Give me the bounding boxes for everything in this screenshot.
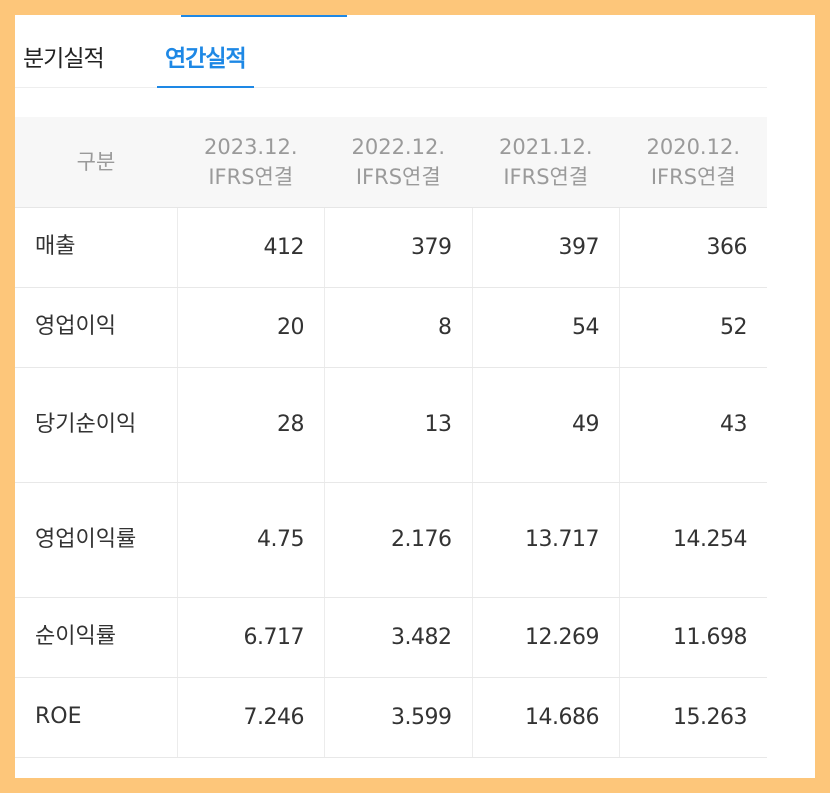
table-row: 당기순이익 28 13 49 43 — [15, 367, 767, 483]
table-cell: 412 — [176, 207, 325, 288]
column-basis: IFRS연결 — [503, 164, 589, 189]
financial-panel: 분기실적 연간실적 구분 2023.12. IFRS연결 2022.12. IF… — [15, 15, 815, 778]
table-cell: 397 — [471, 207, 620, 288]
row-label: 영업이익률 — [15, 482, 177, 598]
table-cell: 28 — [176, 367, 325, 483]
table-cell: 379 — [324, 207, 472, 288]
column-date: 2020.12. — [646, 134, 740, 159]
column-basis: IFRS연결 — [650, 164, 736, 189]
column-basis: IFRS연결 — [208, 164, 294, 189]
table-cell: 7.246 — [176, 677, 325, 758]
tab-quarterly[interactable]: 분기실적 — [23, 46, 105, 72]
corner-header: 구분 — [15, 117, 177, 208]
table-cell: 8 — [324, 287, 472, 368]
table-cell: 3.599 — [324, 677, 472, 758]
table-row: ROE 7.246 3.599 14.686 15.263 — [15, 677, 767, 758]
table-cell: 12.269 — [471, 597, 620, 678]
column-header: 2022.12. IFRS연결 — [324, 117, 472, 208]
table-row: 매출 412 379 397 366 — [15, 207, 767, 288]
table-cell: 366 — [619, 207, 767, 288]
table-cell: 11.698 — [619, 597, 767, 678]
table-cell: 3.482 — [324, 597, 472, 678]
period-tabs: 분기실적 연간실적 — [15, 15, 767, 88]
table-cell: 14.686 — [471, 677, 620, 758]
table-header-row: 구분 2023.12. IFRS연결 2022.12. IFRS연결 2021.… — [15, 117, 767, 208]
table-cell: 54 — [471, 287, 620, 368]
row-label: 매출 — [15, 207, 177, 288]
top-accent-bar — [181, 15, 347, 17]
financial-table: 구분 2023.12. IFRS연결 2022.12. IFRS연결 2021.… — [15, 117, 767, 758]
table-cell: 52 — [619, 287, 767, 368]
table-row: 순이익률 6.717 3.482 12.269 11.698 — [15, 597, 767, 678]
tab-annual[interactable]: 연간실적 — [157, 41, 254, 88]
row-label: 영업이익 — [15, 287, 177, 368]
column-date: 2021.12. — [498, 134, 593, 159]
table-cell: 13 — [324, 367, 472, 483]
table-cell: 49 — [471, 367, 620, 483]
column-basis: IFRS연결 — [355, 164, 441, 189]
table-cell: 15.263 — [619, 677, 767, 758]
column-header: 2023.12. IFRS연결 — [177, 117, 325, 208]
row-label: 순이익률 — [15, 597, 177, 678]
row-label: 당기순이익 — [15, 367, 177, 483]
column-date: 2022.12. — [351, 134, 445, 159]
table-row: 영업이익 20 8 54 52 — [15, 287, 767, 368]
table-cell: 4.75 — [176, 482, 325, 598]
table-cell: 20 — [176, 287, 325, 368]
column-header: 2020.12. IFRS연결 — [619, 117, 767, 208]
table-cell: 2.176 — [324, 482, 472, 598]
row-label: ROE — [15, 677, 177, 758]
table-cell: 6.717 — [176, 597, 325, 678]
table-cell: 13.717 — [471, 482, 620, 598]
table-cell: 14.254 — [619, 482, 767, 598]
table-row: 영업이익률 4.75 2.176 13.717 14.254 — [15, 482, 767, 598]
column-header: 2021.12. IFRS연결 — [472, 117, 620, 208]
table-cell: 43 — [619, 367, 767, 483]
column-date: 2023.12. — [203, 134, 298, 159]
